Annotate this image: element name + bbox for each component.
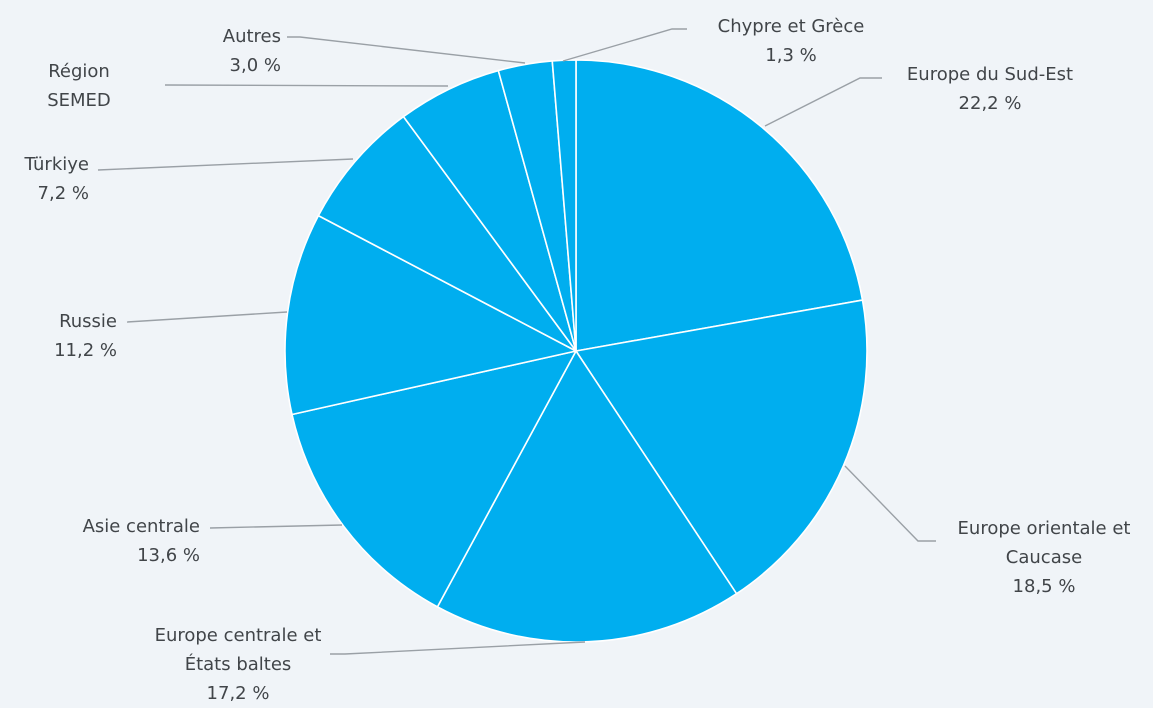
label-category-line: États baltes: [185, 653, 292, 675]
slice-labels: Europe du Sud-Est 22,2 % Europe orientale …: [24, 16, 1131, 704]
label-category-line: Autres: [223, 26, 281, 47]
label-europe-centrale-et-etats-baltes: Europe centrale et États baltes 17,2 %: [155, 625, 322, 704]
slice-turkiye: [317, 115, 577, 352]
label-value: 17,2 %: [207, 683, 270, 704]
leader-line-asie-centrale: [209, 524, 343, 529]
label-category-line: Europe du Sud-Est: [907, 64, 1073, 85]
slice-europe-orientale-et-caucase: [574, 299, 868, 595]
slice-europe-du-sud-est: [575, 59, 864, 352]
label-chypre-et-grece: Chypre et Grèce 1,3 %: [718, 16, 865, 66]
leader-line-russie: [126, 311, 288, 323]
leader-line-europe-centrale-et-etats-baltes: [330, 641, 586, 655]
label-value: 13,6 %: [137, 545, 200, 566]
pie-slices: [284, 59, 868, 643]
label-category-line: Asie centrale: [83, 516, 200, 537]
label-category-line: Europe centrale et: [155, 625, 322, 646]
leader-lines: [97, 28, 936, 655]
label-category-line: Türkiye: [24, 154, 90, 175]
slice-russie: [284, 214, 579, 416]
slice-asie-centrale: [291, 349, 578, 608]
label-category-line: Chypre et Grèce: [718, 16, 865, 37]
label-value: 18,5 %: [1013, 576, 1076, 597]
label-russie: Russie 11,2 %: [54, 311, 117, 361]
leader-line-europe-du-sud-est: [764, 77, 882, 127]
label-autres: Autres 3,0 %: [223, 26, 281, 76]
label-region-semed: Région SEMED: [47, 61, 111, 111]
label-category-line: Région: [48, 61, 110, 82]
label-turkiye: Türkiye 7,2 %: [24, 154, 90, 204]
leader-line-autres: [287, 36, 526, 64]
leader-line-region-semed: [164, 84, 449, 87]
label-category-line: Russie: [59, 311, 117, 332]
label-europe-orientale-et-caucase: Europe orientale et Caucase 18,5 %: [958, 518, 1131, 597]
label-value: 11,2 %: [54, 340, 117, 361]
label-category-line: Europe orientale et: [958, 518, 1131, 539]
label-category-line: SEMED: [47, 90, 111, 111]
leader-line-turkiye: [97, 158, 354, 171]
label-europe-du-sud-est: Europe du Sud-Est 22,2 %: [907, 64, 1073, 114]
leader-line-chypre-et-grece: [562, 28, 687, 62]
leader-line-europe-orientale-et-caucase: [844, 465, 936, 542]
label-value: 1,3 %: [765, 45, 816, 66]
label-category-line: Caucase: [1006, 547, 1082, 568]
label-value: 22,2 %: [959, 93, 1022, 114]
label-value: 7,2 %: [38, 183, 89, 204]
label-value: 3,0 %: [230, 55, 281, 76]
slice-europe-centrale-et-etats-baltes: [436, 349, 738, 643]
label-asie-centrale: Asie centrale 13,6 %: [83, 516, 200, 566]
